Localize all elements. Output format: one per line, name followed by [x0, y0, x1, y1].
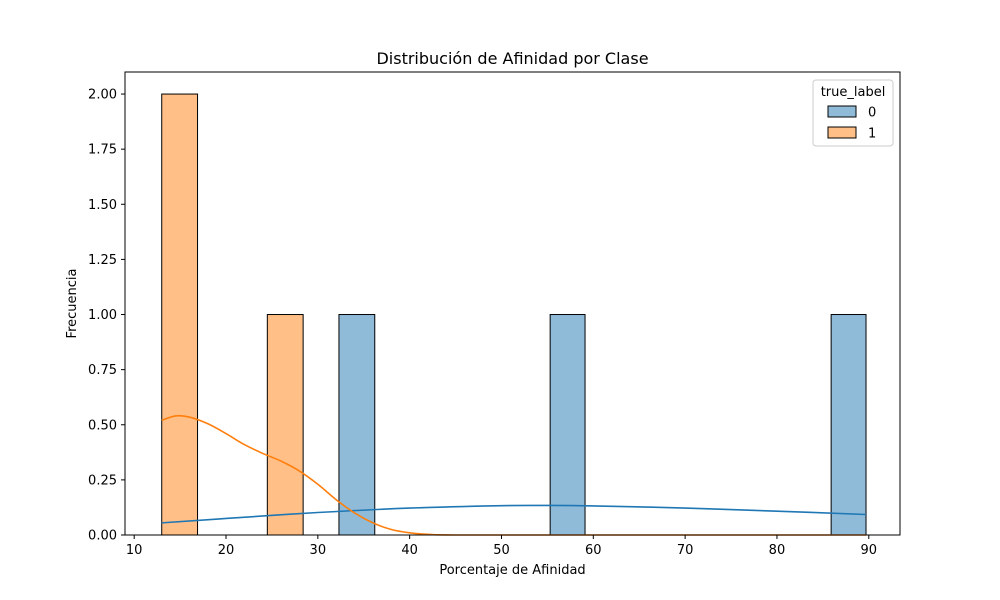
x-tick-label: 30 — [310, 543, 327, 558]
x-tick-label: 90 — [861, 543, 878, 558]
bar-series-0-1 — [549, 314, 586, 536]
legend-title: true_label — [821, 85, 886, 100]
plot-frame — [124, 71, 901, 536]
y-tick-label: 0.00 — [88, 529, 117, 544]
x-tick-label: 70 — [677, 543, 694, 558]
y-tick-label: 0.50 — [88, 418, 117, 433]
legend: true_label 01 — [812, 79, 894, 147]
y-axis-label: Frecuencia — [65, 269, 80, 339]
chart-title: Distribución de Afinidad por Clase — [376, 49, 648, 68]
legend-swatch-1 — [827, 126, 857, 139]
bar-series-1-1 — [266, 314, 304, 536]
bar-series-0-2 — [830, 314, 867, 536]
legend-items: 01 — [827, 105, 876, 142]
y-tick-label: 1.00 — [88, 308, 117, 323]
bar-series-0-0 — [338, 314, 376, 536]
y-tick-label: 1.50 — [88, 198, 117, 213]
legend-label-0: 0 — [868, 106, 876, 121]
y-tick-label: 0.25 — [88, 473, 117, 488]
x-tick-label: 50 — [493, 543, 510, 558]
x-tick-label: 60 — [585, 543, 602, 558]
kde-line-series-0 — [161, 504, 867, 524]
y-axis: 0.00 0.25 0.50 0.75 1.00 1.25 1.50 1.75 2.00 — [88, 88, 125, 544]
x-axis: 10 20 30 40 50 60 70 80 90 — [126, 535, 877, 558]
x-tick-label: 80 — [769, 543, 786, 558]
legend-swatch-0 — [827, 105, 857, 118]
x-tick-label: 10 — [126, 543, 143, 558]
y-tick-label: 2.00 — [88, 88, 117, 103]
bars-layer — [161, 93, 867, 536]
y-tick-label: 1.75 — [88, 143, 117, 158]
y-tick-label: 0.75 — [88, 363, 117, 378]
x-tick-label: 40 — [401, 543, 418, 558]
x-axis-label: Porcentaje de Afinidad — [439, 563, 585, 578]
bar-series-1-0 — [161, 93, 199, 536]
legend-label-1: 1 — [868, 127, 876, 142]
x-tick-label: 20 — [218, 543, 235, 558]
y-tick-label: 1.25 — [88, 253, 117, 268]
